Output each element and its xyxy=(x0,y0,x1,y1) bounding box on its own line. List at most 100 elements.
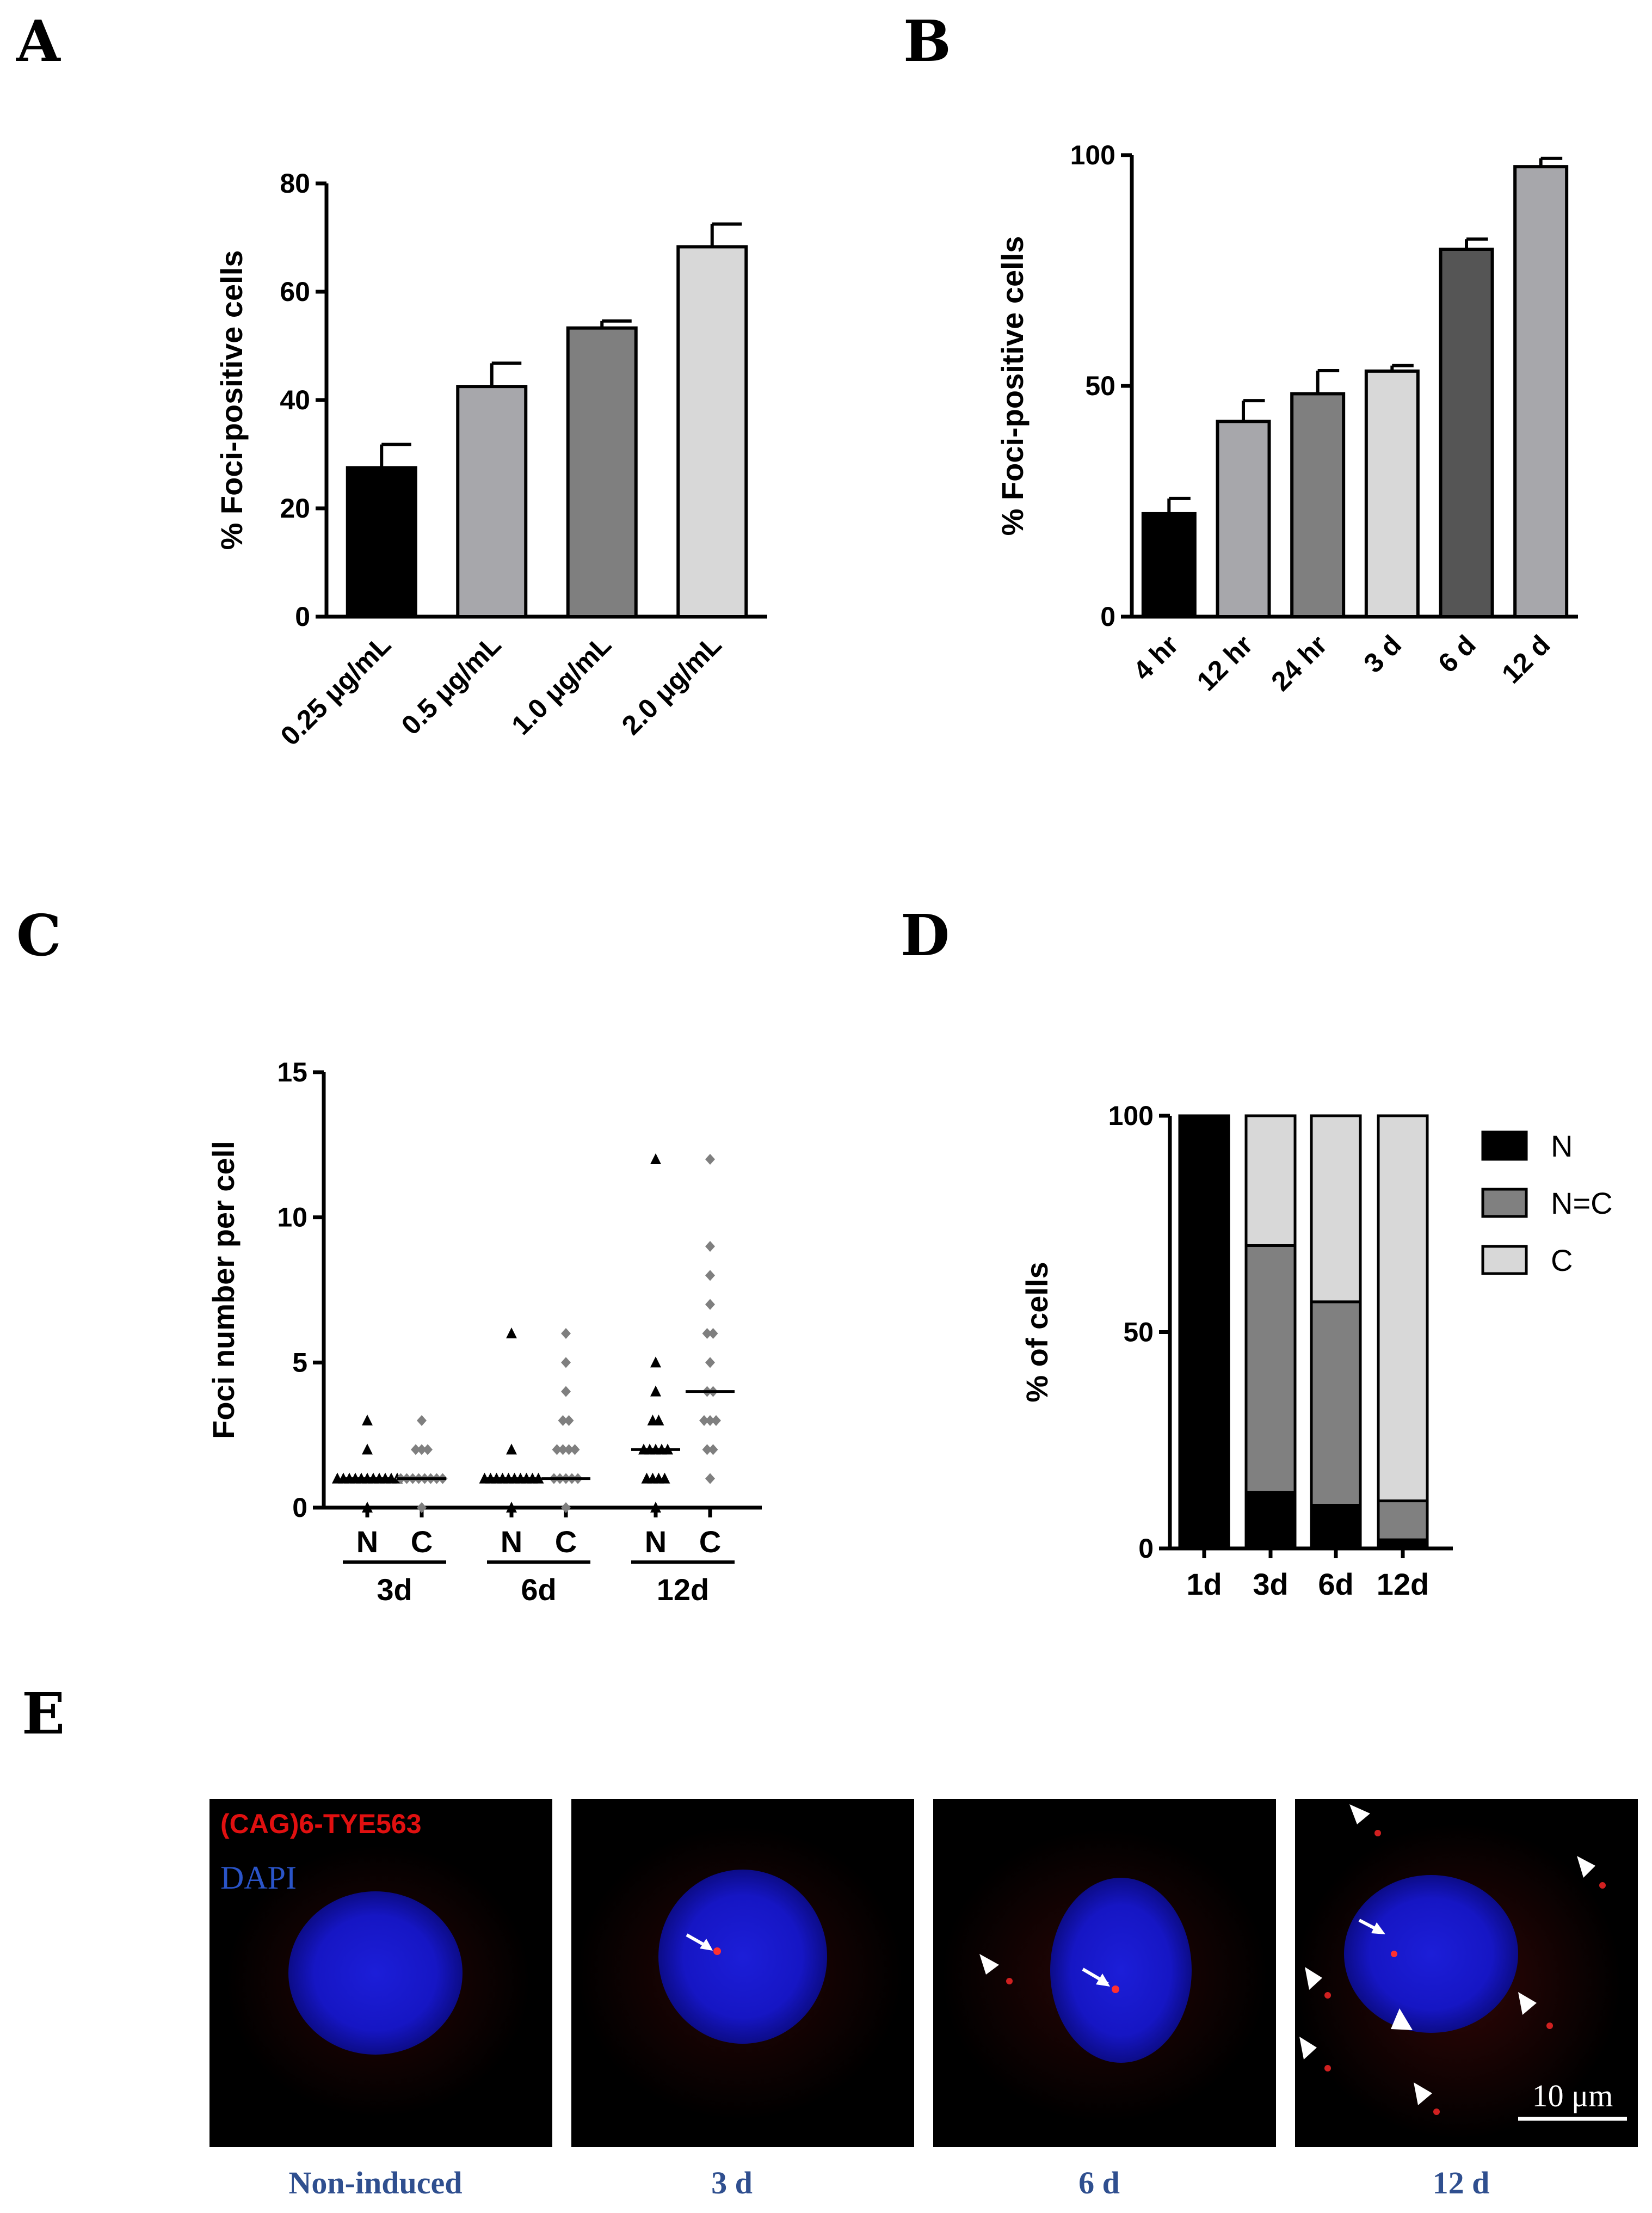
subgroup-label: N xyxy=(356,1524,378,1559)
data-point xyxy=(711,1415,721,1426)
data-point xyxy=(417,1502,427,1513)
data-point xyxy=(561,1357,571,1368)
caption-6d: 6 d xyxy=(1078,2165,1120,2200)
bar-segment xyxy=(1244,1491,1297,1550)
data-point xyxy=(506,1443,517,1455)
x-category-label: 3 d xyxy=(1358,629,1407,679)
data-point xyxy=(705,1357,715,1368)
arrowhead-icon xyxy=(1391,2008,1413,2030)
x-category-label: 3d xyxy=(1253,1567,1288,1601)
caption-12d: 12 d xyxy=(1433,2165,1490,2200)
y-tick-label: 5 xyxy=(292,1347,307,1378)
data-point xyxy=(423,1444,433,1455)
group-label: 12d xyxy=(657,1572,710,1607)
data-point xyxy=(362,1502,373,1513)
x-category-label: 0.25 μg/mL xyxy=(275,629,397,751)
y-axis-title: % of cells xyxy=(1020,1262,1054,1402)
panel-label-d: D xyxy=(901,902,950,969)
subgroup-label: C xyxy=(411,1524,433,1559)
panel-label-b: B xyxy=(903,8,951,75)
data-point xyxy=(561,1386,571,1397)
subgroup-label: C xyxy=(555,1524,577,1559)
y-tick-label: 50 xyxy=(1085,371,1115,401)
arrowhead-icon xyxy=(979,1954,999,1975)
data-point xyxy=(561,1502,571,1513)
y-axis-title: % Foci-positive cells xyxy=(214,250,249,550)
y-tick-label: 0 xyxy=(1100,601,1115,632)
data-point xyxy=(705,1270,715,1281)
bar xyxy=(1141,512,1197,618)
data-point xyxy=(705,1154,715,1165)
bar xyxy=(456,385,528,618)
data-point xyxy=(564,1415,574,1426)
bar-segment xyxy=(1244,1244,1297,1494)
legend-swatch xyxy=(1481,1245,1528,1275)
data-point xyxy=(708,1328,718,1339)
caption-non-induced: Non-induced xyxy=(288,2165,462,2200)
data-point xyxy=(650,1502,661,1513)
focus-dot xyxy=(713,1947,721,1955)
x-category-label: 1.0 μg/mL xyxy=(506,629,617,741)
bar-segment xyxy=(1310,1114,1362,1304)
panel-label-e: E xyxy=(22,1680,65,1747)
arrowhead-icon xyxy=(1371,1922,1385,1934)
micrograph-12d: 10 μm xyxy=(1295,1799,1638,2147)
data-point xyxy=(650,1356,661,1368)
arrowhead-icon xyxy=(1349,1804,1370,1824)
y-tick-label: 60 xyxy=(280,276,310,307)
data-point xyxy=(702,1444,712,1455)
x-category-label: 4 hr xyxy=(1127,629,1184,686)
caption-3d: 3 d xyxy=(711,2165,753,2200)
y-tick-label: 100 xyxy=(1070,140,1115,170)
group-label: 6d xyxy=(521,1572,556,1607)
focus-dot xyxy=(1006,1978,1013,1984)
micrograph-6d xyxy=(933,1799,1276,2147)
y-tick-label: 50 xyxy=(1123,1317,1154,1348)
bar-segment xyxy=(1178,1114,1230,1550)
chart-d-localization: 0 50 100 % of cells 1d 3d 6d 12d N N=C C xyxy=(1020,1101,1613,1601)
micrograph-3d xyxy=(571,1799,914,2147)
arrowhead-icon xyxy=(1305,1967,1322,1990)
y-tick-label: 10 xyxy=(277,1202,307,1233)
arrowhead-icon xyxy=(1577,1856,1595,1878)
data-point xyxy=(506,1327,517,1338)
y-tick-label: 20 xyxy=(280,493,310,524)
x-category-label: 0.5 μg/mL xyxy=(396,629,507,741)
data-point xyxy=(411,1444,421,1455)
x-category-label: 12 d xyxy=(1496,629,1556,689)
bar xyxy=(566,326,638,618)
data-point xyxy=(362,1415,373,1425)
data-point xyxy=(552,1444,562,1455)
data-point xyxy=(362,1443,373,1455)
probe-label: (CAG)6-TYE563 xyxy=(220,1809,422,1839)
y-tick-label: 40 xyxy=(280,385,310,415)
x-category-label: 12 hr xyxy=(1191,629,1259,697)
bar-segment xyxy=(1244,1114,1297,1247)
arrowhead-icon xyxy=(1414,2082,1432,2105)
legend-swatch xyxy=(1481,1130,1528,1161)
x-category-label: 24 hr xyxy=(1265,629,1333,697)
data-point xyxy=(705,1415,715,1426)
legend-label: C xyxy=(1551,1243,1573,1277)
legend-swatch xyxy=(1481,1188,1528,1218)
data-point xyxy=(659,1472,670,1484)
bar xyxy=(1290,392,1346,619)
data-point xyxy=(705,1473,715,1484)
x-category-label: 6d xyxy=(1318,1567,1353,1601)
data-point xyxy=(561,1328,571,1339)
data-point xyxy=(533,1472,544,1484)
bar-segment xyxy=(1310,1504,1362,1550)
chart-b-time-course: 0 50 100 % Foci-positive cells 4 hr 12 hr 24 h… xyxy=(995,140,1578,697)
y-tick-label: 15 xyxy=(277,1057,307,1087)
legend-label: N xyxy=(1551,1129,1573,1163)
data-point xyxy=(705,1299,715,1310)
y-axis-title: Foci number per cell xyxy=(206,1141,241,1439)
bar-segment xyxy=(1377,1499,1429,1541)
legend-label: N=C xyxy=(1551,1186,1613,1220)
data-point xyxy=(417,1415,427,1426)
data-point xyxy=(650,1385,661,1397)
x-category-label: 6 d xyxy=(1432,629,1482,679)
data-point xyxy=(558,1444,568,1455)
microscopy-panel: (CAG)6-TYE563 DAPI xyxy=(209,1799,1638,2200)
